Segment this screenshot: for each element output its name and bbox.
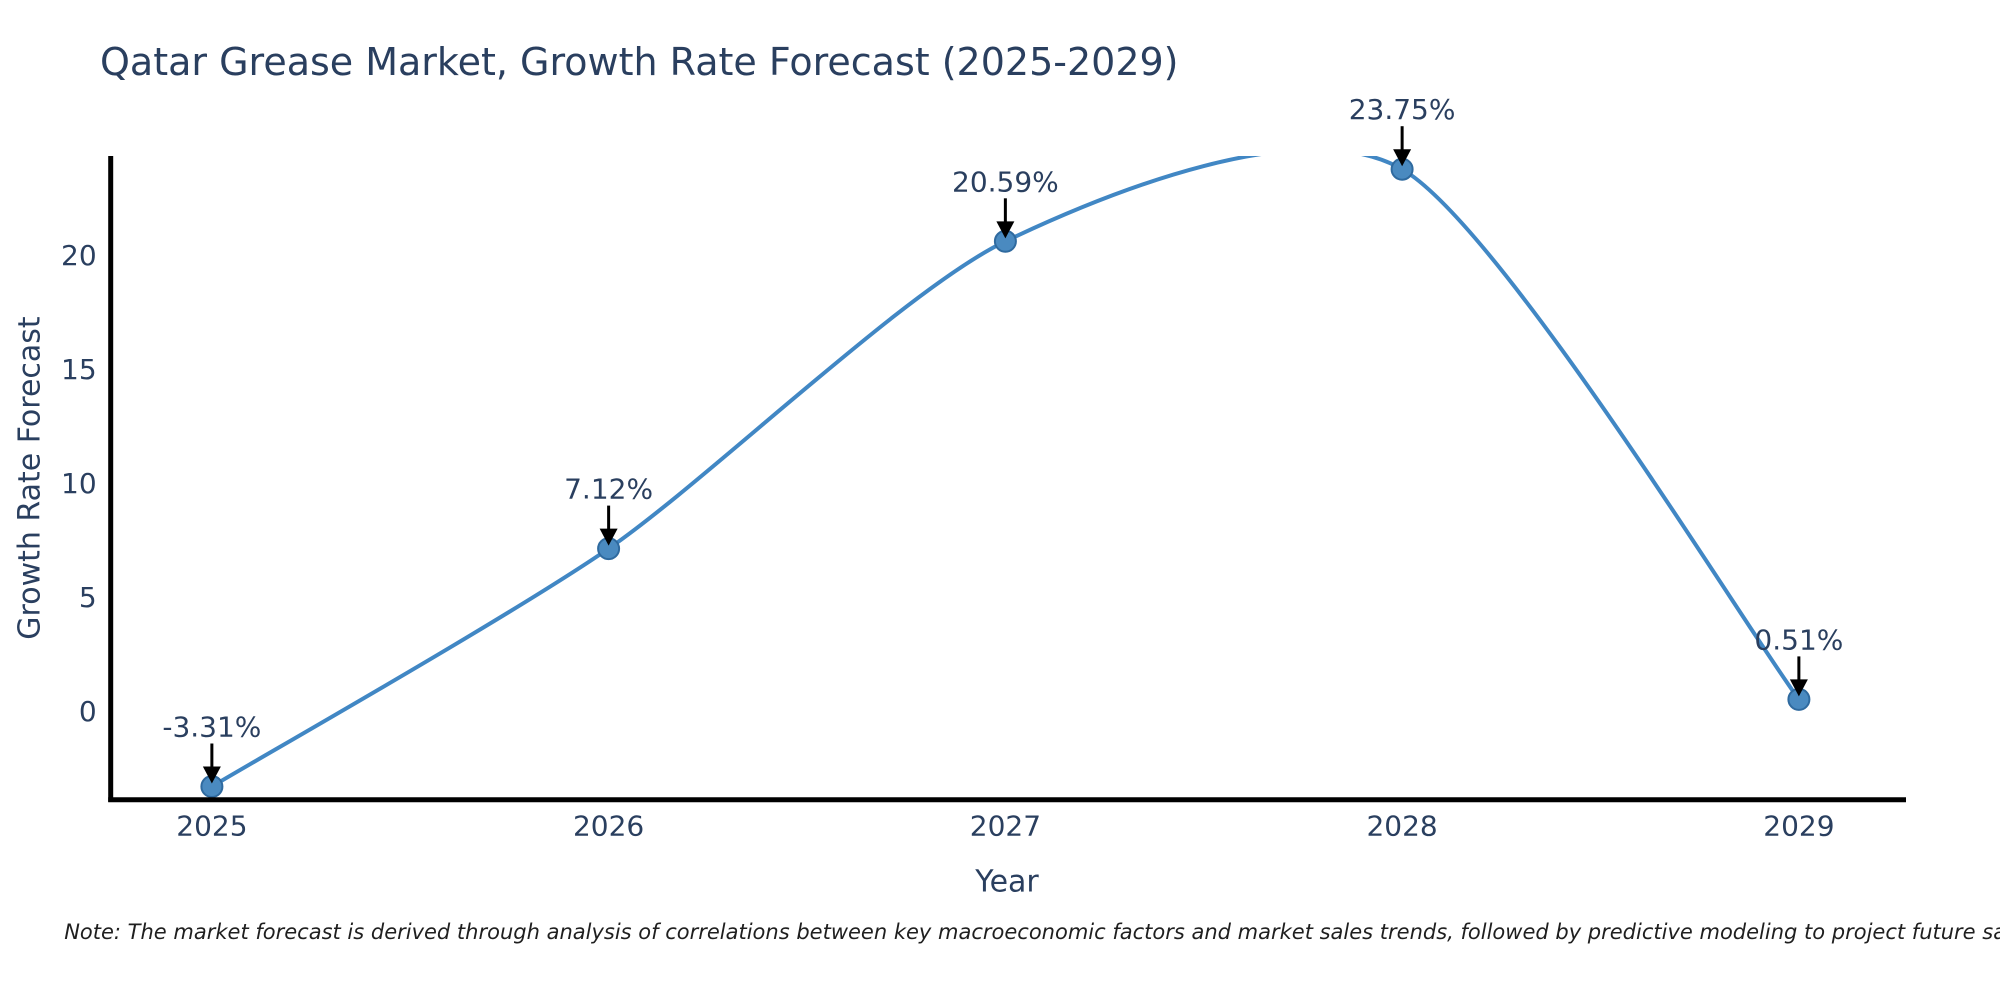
y-tick-label-0: 0: [79, 695, 97, 728]
point-annotation-2027: 20.59%: [952, 165, 1059, 198]
y-tick-label-15: 15: [61, 353, 97, 386]
point-annotation-2026: 7.12%: [564, 473, 653, 506]
annotation-arrowhead-icon: [202, 766, 221, 784]
x-tick-label-2027: 2027: [970, 809, 1041, 842]
footnote: Note: The market forecast is derived thr…: [64, 920, 2000, 944]
point-annotation-2028: 23.75%: [1349, 93, 1456, 126]
annotation-arrowhead-icon: [1393, 149, 1412, 167]
point-annotation-2025: -3.31%: [162, 711, 261, 744]
chart-title: Qatar Grease Market, Growth Rate Forecas…: [100, 40, 1179, 84]
x-tick-label-2028: 2028: [1366, 809, 1437, 842]
x-axis-title: Year: [975, 864, 1039, 900]
y-tick-label-5: 5: [79, 581, 97, 614]
x-tick-label-2025: 2025: [176, 809, 247, 842]
annotation-arrowhead-icon: [996, 221, 1015, 239]
y-tick-label-10: 10: [61, 467, 97, 500]
x-tick-label-2026: 2026: [573, 809, 644, 842]
x-tick-label-2029: 2029: [1763, 809, 1834, 842]
annotation-arrowhead-icon: [599, 528, 618, 546]
annotation-arrowhead-icon: [1789, 679, 1808, 697]
point-annotation-2029: 0.51%: [1754, 623, 1843, 656]
y-tick-label-20: 20: [61, 239, 97, 272]
